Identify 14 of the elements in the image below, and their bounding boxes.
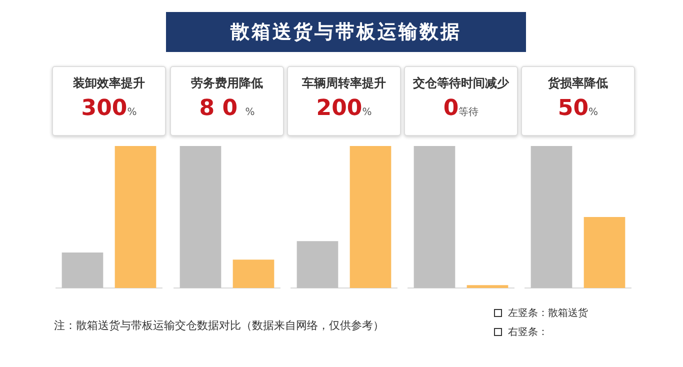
text: 散箱送货与带板运输数据 (166, 12, 526, 52)
chart-subtitle: 50% (556, 96, 600, 121)
text: 左竖条：散箱送货 (508, 307, 588, 320)
chart-subtitle: 8 0 % (198, 96, 256, 121)
text: 注：散箱送货与带板运输交仓数据对比（数据来自网络，仅供参考） (54, 318, 384, 333)
chart-title: 装卸效率提升 (72, 75, 146, 92)
chart-title: 交仓等待时间减少 (412, 75, 510, 92)
chart-subtitle: 300% (80, 96, 138, 121)
chart-title: 货损率降低 (547, 75, 609, 92)
text: 右竖条： (508, 326, 548, 339)
chart-title: 劳务费用降低 (190, 75, 264, 92)
chart-title: 车辆周转率提升 (301, 75, 387, 92)
chart-subtitle: 0等待 (442, 96, 480, 121)
chart-subtitle: 200% (315, 96, 373, 121)
